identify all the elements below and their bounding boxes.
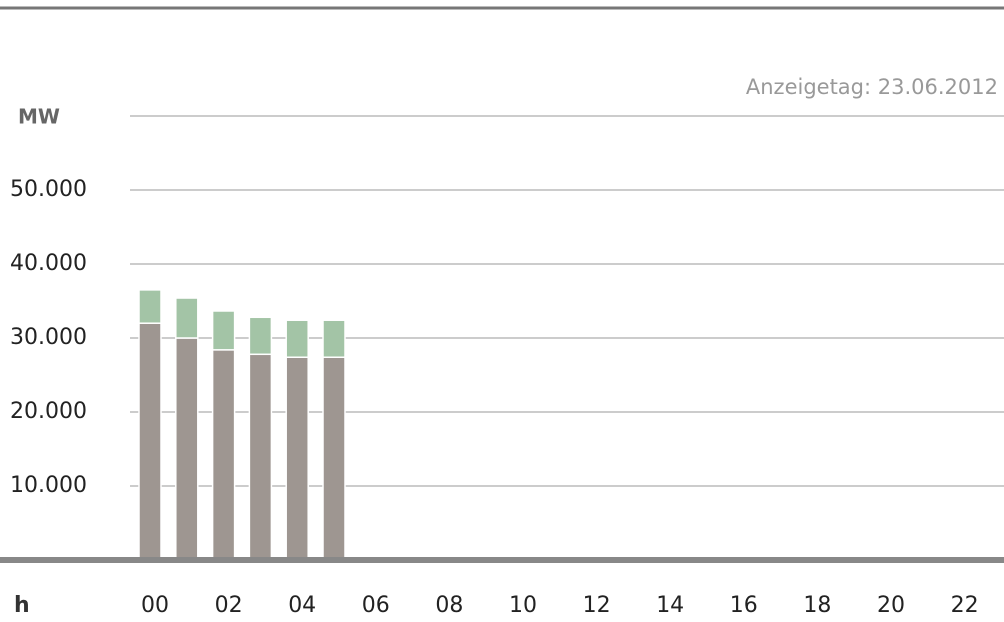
x-tick-label: 06: [362, 593, 390, 618]
x-tick-label: 12: [583, 593, 611, 618]
y-tick-label: 10.000: [10, 473, 87, 498]
x-tick-label: 22: [951, 593, 979, 618]
y-tick-label: 50.000: [10, 177, 87, 202]
bar-segment: [211, 310, 236, 351]
bar-segment: [248, 353, 273, 561]
bar-segment: [138, 289, 162, 324]
bar-segment: [285, 319, 309, 358]
chart-subtitle: Anzeigetag: 23.06.2012: [746, 75, 998, 99]
bar-segment: [322, 356, 346, 561]
bar-segment: [248, 316, 273, 356]
bar-segment: [211, 349, 236, 561]
x-tick-label: 04: [288, 593, 316, 618]
y-tick-label: 40.000: [10, 251, 87, 276]
y-axis-label: MW: [18, 105, 60, 129]
y-tick-label: 20.000: [10, 399, 87, 424]
x-tick-label: 14: [656, 593, 684, 618]
bar-segment: [322, 319, 346, 358]
x-axis-label: h: [14, 593, 30, 618]
x-tick-label: 08: [435, 593, 463, 618]
bar-segment: [175, 337, 199, 561]
bar-segment: [285, 356, 309, 561]
y-tick-label: 30.000: [10, 325, 87, 350]
x-tick-label: 10: [509, 593, 537, 618]
x-tick-label: 00: [141, 593, 169, 618]
x-tick-label: 02: [215, 593, 243, 618]
bar-segment: [175, 297, 199, 339]
x-tick-label: 16: [730, 593, 758, 618]
x-tick-label: 20: [877, 593, 905, 618]
x-tick-label: 18: [803, 593, 831, 618]
bar-segment: [138, 322, 162, 561]
